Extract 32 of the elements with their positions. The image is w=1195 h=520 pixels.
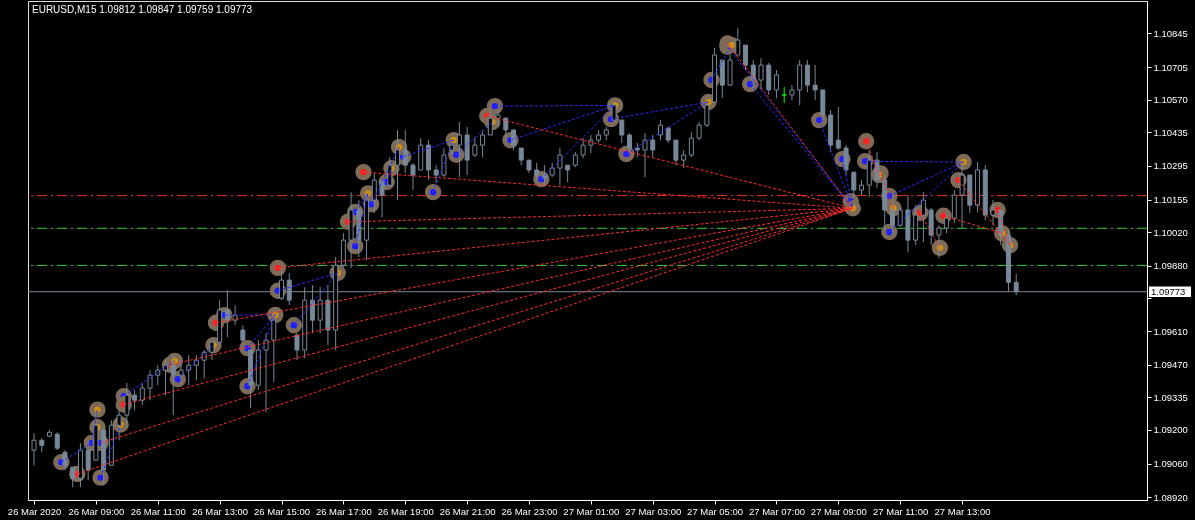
y-tick-label: 1.10155 — [1153, 194, 1188, 206]
x-tick-label: 27 Mar 03:00 — [625, 505, 682, 517]
x-tick-label: 26 Mar 19:00 — [377, 505, 434, 517]
x-tick-label: 26 Mar 13:00 — [192, 505, 249, 517]
x-tick-label: 26 Mar 11:00 — [130, 505, 186, 517]
x-tick-label: 27 Mar 07:00 — [748, 505, 805, 517]
x-tick-label: 26 Mar 21:00 — [439, 505, 496, 517]
y-tick-label: 1.08920 — [1153, 491, 1188, 503]
y-tick-label: 1.10020 — [1153, 226, 1188, 238]
y-tick-label: 1.09880 — [1153, 260, 1188, 272]
x-tick-label: 27 Mar 11:00 — [873, 505, 929, 517]
y-tick-label: 1.10295 — [1153, 160, 1188, 172]
y-tick-label: 1.10435 — [1153, 126, 1188, 138]
y-tick-label: 1.10845 — [1153, 27, 1188, 39]
y-tick-label: 1.09610 — [1153, 325, 1188, 337]
x-tick-label: 27 Mar 01:00 — [563, 505, 620, 517]
x-tick-label: 26 Mar 2020 — [7, 505, 62, 517]
y-tick-label: 1.10705 — [1153, 61, 1188, 73]
x-tick-label: 27 Mar 09:00 — [810, 505, 867, 517]
x-tick-label: 27 Mar 05:00 — [687, 505, 744, 517]
y-tick-label: 1.09470 — [1153, 359, 1188, 371]
y-tick-label: 1.09335 — [1153, 391, 1188, 403]
chart-title: EURUSD,M15 1.09812 1.09847 1.09759 1.09773 — [32, 4, 253, 15]
y-tick-label: 1.09060 — [1153, 458, 1188, 470]
y-tick-label: 1.10570 — [1153, 94, 1188, 106]
ref-line-label: 1.09773 — [1151, 285, 1186, 297]
y-tick-label: 1.09200 — [1153, 424, 1188, 436]
x-tick-label: 26 Mar 23:00 — [501, 505, 558, 517]
x-tick-label: 26 Mar 09:00 — [68, 505, 125, 517]
x-tick-label: 27 Mar 13:00 — [934, 505, 991, 517]
x-tick-label: 26 Mar 15:00 — [254, 505, 310, 517]
x-tick-label: 26 Mar 17:00 — [315, 505, 372, 517]
